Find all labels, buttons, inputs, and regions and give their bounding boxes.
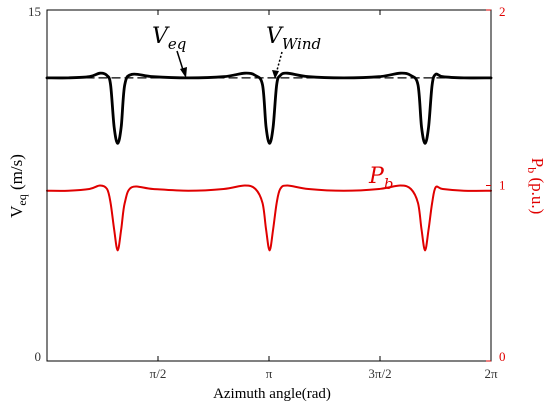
right-tick-label: 0 [499, 349, 506, 364]
x-tick-label: 3π/2 [368, 366, 391, 381]
right-axis-label-unit: (p.u.) [528, 173, 547, 214]
right-tick-label: 1 [499, 178, 506, 193]
x-tick-labels: π/2 π 3π/2 2π [150, 366, 498, 381]
annotation-vwind: VWind [266, 24, 321, 53]
left-tick-labels: 0 15 [28, 4, 41, 364]
annotation-veq-sub: eq [168, 35, 186, 53]
axes-frame [46, 9, 492, 362]
left-tick-label: 15 [28, 4, 41, 19]
series-group [45, 71, 493, 252]
right-tick-label: 2 [499, 4, 506, 19]
left-tick-label: 0 [35, 349, 42, 364]
x-tick-label: π/2 [150, 366, 167, 381]
annotation-veq: Veq [152, 24, 186, 53]
annotation-vwind-sub: Wind [282, 35, 321, 53]
x-axis-label: Azimuth angle(rad) [213, 386, 331, 402]
left-axis-label-main: V [7, 205, 26, 218]
vwind-arrow [275, 51, 283, 75]
right-tick-labels: 0 1 2 [499, 4, 506, 364]
series-line-0 [45, 71, 493, 145]
annotation-veq-main: V [152, 24, 170, 49]
x-tick-label: π [266, 366, 273, 381]
vwind-arrowhead [272, 70, 279, 79]
series-line-2 [46, 184, 492, 252]
left-axis-label: Veq (m/s) [7, 154, 29, 218]
annotation-pb: Pb [368, 164, 393, 193]
veq-arrowhead [180, 67, 187, 78]
left-axis-label-sub: eq [15, 194, 29, 205]
right-axis-label-main: P [528, 158, 547, 167]
annotation-vwind-main: V [266, 24, 284, 49]
x-tick-label: 2π [484, 366, 498, 381]
plot-frame [46, 9, 492, 362]
right-axis-label-sub: b [525, 167, 539, 173]
annotation-pb-main: P [368, 164, 385, 189]
right-axis-label: Pb (p.u.) [525, 158, 547, 215]
left-axis-label-unit: (m/s) [7, 154, 26, 194]
annotation-pb-sub: b [384, 175, 394, 193]
